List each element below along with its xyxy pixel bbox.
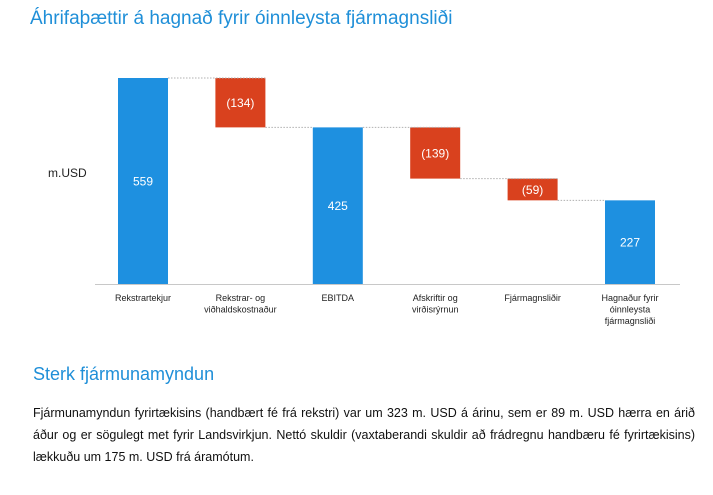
data-label-4: (139) — [421, 146, 449, 160]
bars-layer: 559 Rekstrartekjur (134) Rekstrar- og viðhal… — [95, 77, 680, 326]
category-label-line: Rekstrar- og — [216, 293, 266, 303]
category-label-6: Hagnaður fyrir óinnleysta fjármagnsliði — [601, 293, 658, 326]
category-label-3: EBITDA — [322, 293, 355, 303]
category-label-line: viðhaldskostnaður — [204, 305, 277, 315]
body-paragraph: Fjármunamyndun fyrirtækisins (handbært f… — [33, 406, 695, 464]
y-axis-label: m.USD — [48, 166, 87, 180]
bar-6 — [605, 200, 655, 284]
data-label-3: 425 — [328, 199, 348, 213]
category-label-line: fjármagnsliði — [605, 316, 656, 326]
category-label-4: Afskriftir og virðisrýrnun — [412, 293, 459, 315]
category-label-line: EBITDA — [322, 293, 355, 303]
bar-1 — [118, 78, 168, 284]
waterfall-chart: m.USD 559 Rekstrartekjur (134) Rekstrar- og… — [48, 77, 680, 326]
category-label-2: Rekstrar- og viðhaldskostnaður — [204, 293, 277, 315]
chart-title: Áhrifaþættir á hagnað fyrir óinnleysta f… — [30, 8, 453, 29]
category-label-line: Rekstrartekjur — [115, 293, 171, 303]
category-label-5: Fjármagnsliðir — [504, 293, 561, 303]
bar-4 — [410, 127, 461, 179]
data-label-1: 559 — [133, 175, 153, 189]
category-label-line: Hagnaður fyrir — [601, 293, 658, 303]
category-label-1: Rekstrartekjur — [115, 293, 171, 303]
data-label-5: (59) — [522, 183, 543, 197]
category-label-line: óinnleysta — [610, 305, 651, 315]
bar-2 — [215, 78, 266, 128]
category-label-line: virðisrýrnun — [412, 305, 459, 315]
category-label-line: Fjármagnsliðir — [504, 293, 561, 303]
category-label-line: Afskriftir og — [413, 293, 458, 303]
section-heading: Sterk fjármunamyndun — [33, 364, 215, 384]
data-label-2: (134) — [226, 96, 254, 110]
bar-3 — [312, 127, 363, 284]
data-label-6: 227 — [620, 236, 640, 250]
bar-5 — [507, 178, 558, 201]
